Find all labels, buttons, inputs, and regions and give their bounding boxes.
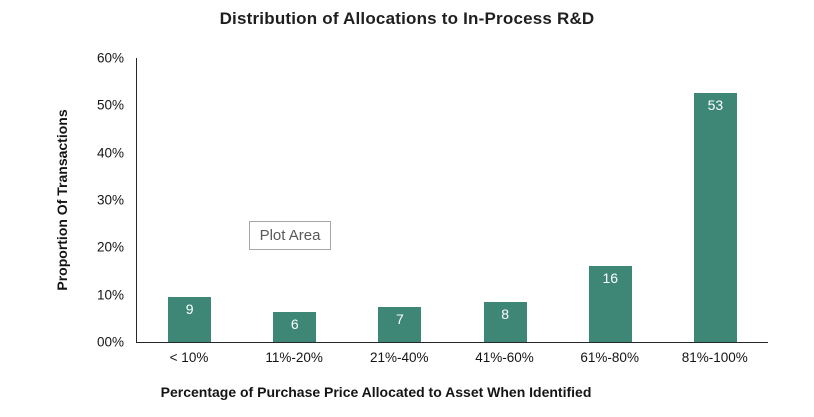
bar-value-label: 9 (185, 301, 194, 317)
plot-area-tooltip: Plot Area (249, 221, 331, 250)
bar-value-label: 7 (395, 311, 404, 327)
bar-21-40pct[interactable]: 7 (378, 307, 422, 342)
bar-value-label: 6 (290, 316, 299, 333)
bar-value-label: 53 (707, 97, 724, 113)
x-tick-label-61-80pct: 61%-80% (580, 350, 639, 365)
y-axis-tick-labels: 60% 50% 40% 30% 20% 10% 00% (0, 51, 124, 350)
y-tick-label-10: 10% (96, 287, 124, 303)
bar-41-60pct[interactable]: 8 (483, 302, 527, 342)
bar-lt-10pct[interactable]: 9 (168, 297, 212, 342)
bar-81-100pct[interactable]: 53 (693, 93, 737, 342)
y-tick-label-50: 50% (96, 97, 124, 113)
bar-11-20pct[interactable]: 6 (273, 312, 317, 342)
x-tick-label-21-40pct: 21%-40% (370, 350, 429, 365)
plot-area-tooltip-text: Plot Area (259, 227, 321, 244)
bar-61-80pct[interactable]: 16 (588, 266, 632, 342)
x-tick-label-41-60pct: 41%-60% (475, 350, 534, 365)
y-tick-label-40: 40% (96, 145, 124, 161)
x-tick-label-81-100pct: 81%-100% (681, 350, 748, 365)
y-tick-label-60: 60% (96, 50, 124, 66)
y-tick-label-30: 30% (96, 192, 124, 208)
x-tick-label-lt-10pct: < 10% (169, 350, 209, 365)
bar-value-label: 16 (602, 270, 619, 287)
y-tick-label-00: 00% (96, 334, 124, 350)
y-tick-label-20: 20% (96, 239, 124, 255)
x-axis-title: Percentage of Purchase Price Allocated t… (160, 384, 592, 400)
bar-value-label: 8 (501, 306, 509, 323)
plot-area[interactable]: 9 6 7 8 16 53 Plot Area (136, 58, 768, 343)
x-tick-label-11-20pct: 11%-20% (265, 350, 323, 365)
chart-title: Distribution of Allocations to In-Proces… (219, 9, 595, 28)
